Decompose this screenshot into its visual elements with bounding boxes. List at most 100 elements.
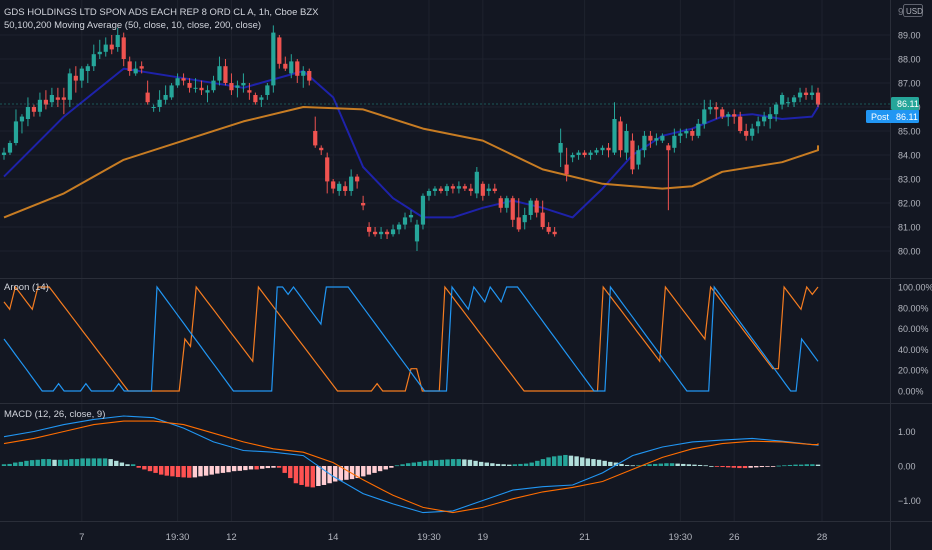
currency-badge[interactable] (903, 4, 923, 17)
candle-down[interactable] (313, 131, 318, 146)
candle-down[interactable] (307, 71, 312, 81)
candle-down[interactable] (43, 99, 48, 105)
candle-up[interactable] (420, 195, 426, 225)
candle-down[interactable] (648, 135, 653, 141)
candle-down[interactable] (492, 188, 497, 191)
candle-up[interactable] (600, 147, 605, 151)
candle-up[interactable] (85, 66, 90, 71)
candle-down[interactable] (803, 92, 809, 95)
candle-up[interactable] (289, 61, 294, 74)
candle-up[interactable] (774, 104, 779, 115)
candle-down[interactable] (355, 176, 360, 182)
candle-down[interactable] (468, 188, 473, 191)
candle-down[interactable] (319, 147, 324, 151)
time-axis[interactable]: 7 19:30 12 14 19:30 19 21 19:30 26 28 (79, 532, 827, 543)
candle-down[interactable] (582, 152, 587, 155)
candle-up[interactable] (768, 114, 773, 119)
candle-down[interactable] (666, 145, 671, 151)
candle-up[interactable] (785, 102, 791, 104)
candle-up[interactable] (636, 150, 641, 165)
candle-down[interactable] (247, 90, 252, 93)
candle-up[interactable] (271, 32, 276, 86)
candle-down[interactable] (343, 186, 348, 191)
candle-up[interactable] (708, 107, 713, 110)
candle-down[interactable] (815, 92, 821, 105)
candle-up[interactable] (791, 97, 797, 103)
candle-up[interactable] (235, 85, 240, 88)
candle-up[interactable] (163, 95, 168, 100)
candle-up[interactable] (426, 191, 432, 196)
candle-up[interactable] (576, 152, 581, 155)
candle-up[interactable] (474, 171, 479, 194)
candle-up[interactable] (205, 90, 210, 93)
candle-up[interactable] (624, 131, 629, 153)
candlestick-series[interactable] (1, 25, 821, 251)
candle-down[interactable] (277, 37, 282, 64)
candle-up[interactable] (193, 87, 198, 89)
candle-up[interactable] (97, 51, 102, 55)
candle-down[interactable] (367, 227, 372, 232)
candle-up[interactable] (151, 107, 156, 108)
candle-up[interactable] (217, 66, 222, 81)
candle-up[interactable] (594, 150, 599, 153)
candle-up[interactable] (750, 128, 755, 136)
candle-down[interactable] (462, 186, 467, 189)
candle-up[interactable] (25, 107, 31, 119)
candle-up[interactable] (175, 78, 180, 86)
candle-up[interactable] (337, 183, 342, 191)
candle-down[interactable] (121, 37, 126, 59)
candle-up[interactable] (726, 114, 731, 117)
candle-up[interactable] (1, 152, 7, 155)
candle-up[interactable] (660, 135, 665, 141)
candle-up[interactable] (444, 186, 450, 191)
candle-up[interactable] (241, 83, 246, 86)
candle-up[interactable] (612, 119, 617, 153)
candle-up[interactable] (486, 188, 491, 191)
ma-indicator-label[interactable]: 50,100,200 Moving Average (50, close, 10… (4, 20, 261, 31)
candle-up[interactable] (522, 215, 527, 223)
candle-up[interactable] (654, 138, 659, 141)
candle-up[interactable] (779, 95, 785, 105)
candle-down[interactable] (73, 75, 78, 81)
candle-down[interactable] (510, 198, 515, 220)
candle-down[interactable] (630, 140, 635, 170)
candle-down[interactable] (145, 92, 150, 103)
candle-down[interactable] (361, 203, 366, 206)
candle-up[interactable] (402, 217, 408, 225)
candle-down[interactable] (181, 78, 186, 81)
candle-down[interactable] (450, 186, 455, 189)
candle-down[interactable] (283, 63, 288, 69)
candle-down[interactable] (55, 97, 60, 100)
candle-down[interactable] (732, 114, 737, 117)
candle-up[interactable] (504, 198, 509, 208)
candle-up[interactable] (570, 155, 575, 158)
candle-up[interactable] (19, 116, 25, 122)
candle-down[interactable] (61, 97, 66, 100)
aroon-label[interactable]: Aroon (14) (4, 282, 49, 293)
candle-up[interactable] (696, 123, 701, 136)
candle-up[interactable] (702, 109, 707, 124)
candle-up[interactable] (169, 85, 174, 98)
candle-down[interactable] (372, 231, 378, 235)
candle-up[interactable] (558, 143, 563, 153)
candle-up[interactable] (133, 68, 138, 74)
candle-up[interactable] (756, 121, 761, 127)
candle-down[interactable] (438, 188, 444, 191)
candle-down[interactable] (738, 116, 743, 131)
candle-up[interactable] (91, 54, 96, 67)
candle-down[interactable] (690, 131, 695, 136)
candle-up[interactable] (528, 200, 533, 215)
candle-up[interactable] (301, 71, 306, 76)
candle-down[interactable] (564, 164, 569, 175)
candle-up[interactable] (642, 135, 647, 151)
candle-down[interactable] (552, 231, 557, 235)
candle-down[interactable] (516, 217, 521, 230)
candle-down[interactable] (618, 121, 623, 151)
candle-up[interactable] (588, 152, 593, 155)
candle-up[interactable] (390, 229, 396, 235)
candle-down[interactable] (714, 107, 719, 110)
candle-up[interactable] (7, 143, 13, 153)
candle-up[interactable] (678, 133, 683, 136)
candle-up[interactable] (259, 97, 264, 100)
